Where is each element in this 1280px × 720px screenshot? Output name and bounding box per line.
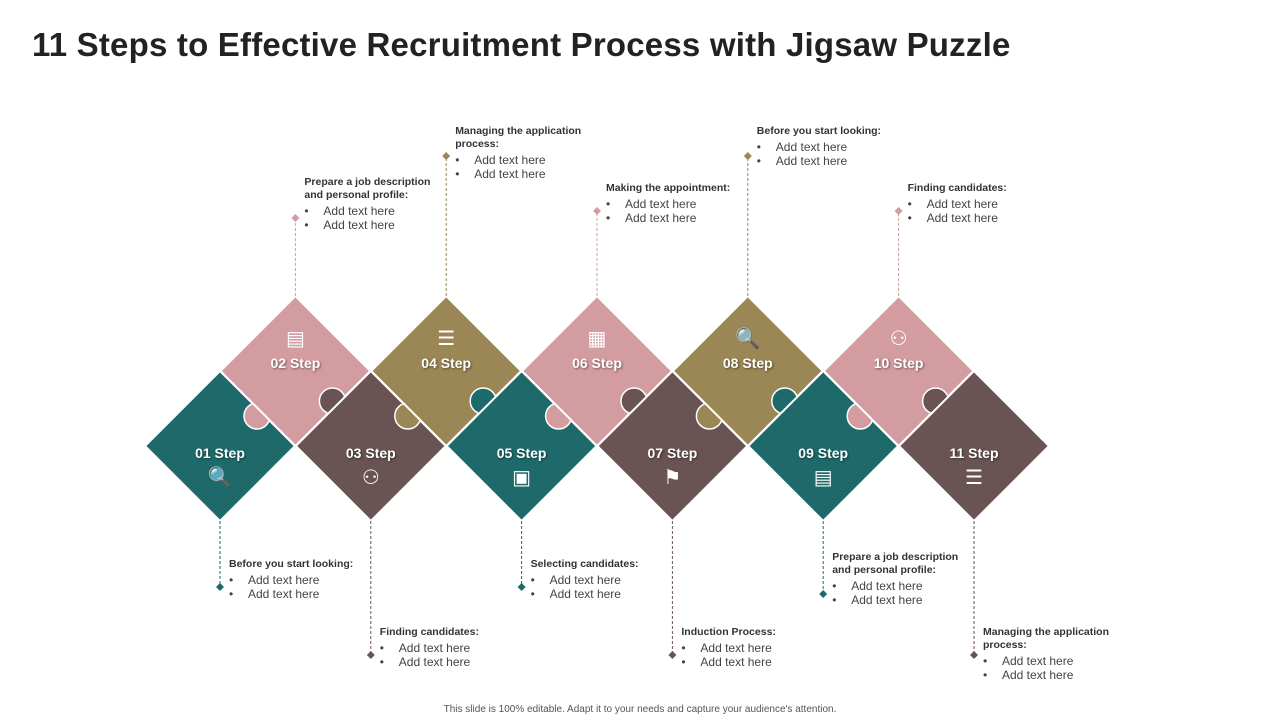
callout-title: Prepare a job description and personal p…	[832, 551, 959, 576]
marker-diamond	[366, 651, 375, 659]
presentation-icon: ⚑	[663, 467, 682, 489]
marker-diamond	[743, 152, 752, 160]
callout-title: Finding candidates:	[379, 626, 479, 638]
callout-bullet: Add text here	[908, 211, 1007, 225]
step-label: 11 Step	[949, 445, 999, 461]
callout-bullet: Add text here	[455, 153, 595, 167]
team-hierarchy-icon: ⚇	[361, 467, 380, 489]
step-label: 07 Step	[647, 445, 698, 461]
marker-diamond	[593, 207, 601, 215]
marker-diamond	[442, 152, 451, 160]
server-gear-icon: ☰	[437, 328, 456, 350]
step-callout: Induction Process: Add text hereAdd text …	[681, 626, 776, 669]
callout-bullet: Add text here	[908, 197, 1007, 211]
step-callout: Prepare a job description and personal p…	[304, 176, 444, 232]
callout-title: Prepare a job description and personal p…	[304, 176, 431, 201]
step-callout: Finding candidates: Add text hereAdd text…	[380, 626, 479, 669]
step-callout: Selecting candidates: Add text hereAdd te…	[531, 558, 639, 601]
marker-diamond	[216, 583, 224, 591]
step-label: 06 Step	[572, 355, 622, 371]
step-callout: Managing the application process: Add tex…	[455, 125, 595, 181]
callout-bullet: Add text here	[380, 641, 479, 655]
callout-bullet: Add text here	[229, 573, 353, 587]
callout-bullet: Add text here	[757, 140, 881, 154]
callout-title: Induction Process:	[681, 626, 776, 638]
step-label: 03 Step	[345, 445, 396, 461]
callout-bullet: Add text here	[229, 587, 353, 601]
step-callout: Managing the application process: Add tex…	[983, 626, 1123, 682]
magnifier-eye-icon: 🔍	[735, 328, 761, 350]
callout-bullet: Add text here	[606, 197, 730, 211]
resume-document-icon: ▤	[813, 467, 833, 489]
step-label: 08 Step	[722, 355, 773, 371]
step-label: 02 Step	[270, 355, 321, 371]
callout-bullet: Add text here	[983, 668, 1123, 682]
step-callout: Finding candidates: Add text hereAdd text…	[908, 182, 1007, 225]
footer-note: This slide is 100% editable. Adapt it to…	[443, 704, 837, 715]
callout-bullet: Add text here	[983, 654, 1123, 668]
step-callout: Before you start looking: Add text hereAd…	[229, 558, 353, 601]
callout-title: Before you start looking:	[756, 125, 882, 137]
callout-title: Selecting candidates:	[530, 558, 639, 570]
callout-title: Managing the application process:	[983, 626, 1110, 651]
callout-bullet: Add text here	[757, 154, 881, 168]
callout-title: Managing the application process:	[455, 125, 582, 150]
marker-diamond	[894, 207, 903, 215]
callout-bullet: Add text here	[304, 204, 444, 218]
callout-title: Before you start looking:	[229, 558, 354, 570]
callout-bullet: Add text here	[380, 655, 479, 669]
callout-bullet: Add text here	[531, 587, 639, 601]
callout-bullet: Add text here	[832, 593, 972, 607]
callout-bullet: Add text here	[304, 218, 444, 232]
step-label: 09 Step	[798, 445, 849, 461]
callout-bullet: Add text here	[681, 641, 776, 655]
step-callout: Before you start looking: Add text hereAd…	[757, 125, 881, 168]
callout-bullet: Add text here	[681, 655, 776, 669]
slide-title: 11 Steps to Effective Recruitment Proces…	[32, 26, 1011, 63]
marker-diamond	[291, 214, 300, 222]
callout-title: Making the appointment:	[606, 182, 731, 194]
marker-diamond	[970, 651, 978, 659]
callout-bullet: Add text here	[455, 167, 595, 181]
team-hierarchy-icon: ⚇	[889, 328, 908, 350]
server-gear-icon: ☰	[965, 467, 983, 489]
step-callout: Making the appointment: Add text hereAdd …	[606, 182, 730, 225]
monitor-search-icon: ▣	[512, 467, 532, 489]
callout-title: Finding candidates:	[907, 182, 1007, 194]
resume-document-icon: ▤	[285, 328, 305, 350]
callout-bullet: Add text here	[531, 573, 639, 587]
step-label: 05 Step	[496, 445, 547, 461]
callout-bullet: Add text here	[832, 579, 972, 593]
marker-diamond	[517, 583, 526, 591]
step-label: 10 Step	[873, 355, 924, 371]
step-callout: Prepare a job description and personal p…	[832, 551, 972, 607]
calendar-clock-icon: ▦	[587, 328, 607, 350]
magnifier-eye-icon: 🔍	[207, 467, 233, 489]
step-label: 04 Step	[421, 355, 472, 371]
callout-bullet: Add text here	[606, 211, 730, 225]
marker-diamond	[668, 651, 677, 659]
marker-diamond	[819, 590, 828, 598]
step-label: 01 Step	[195, 445, 245, 461]
